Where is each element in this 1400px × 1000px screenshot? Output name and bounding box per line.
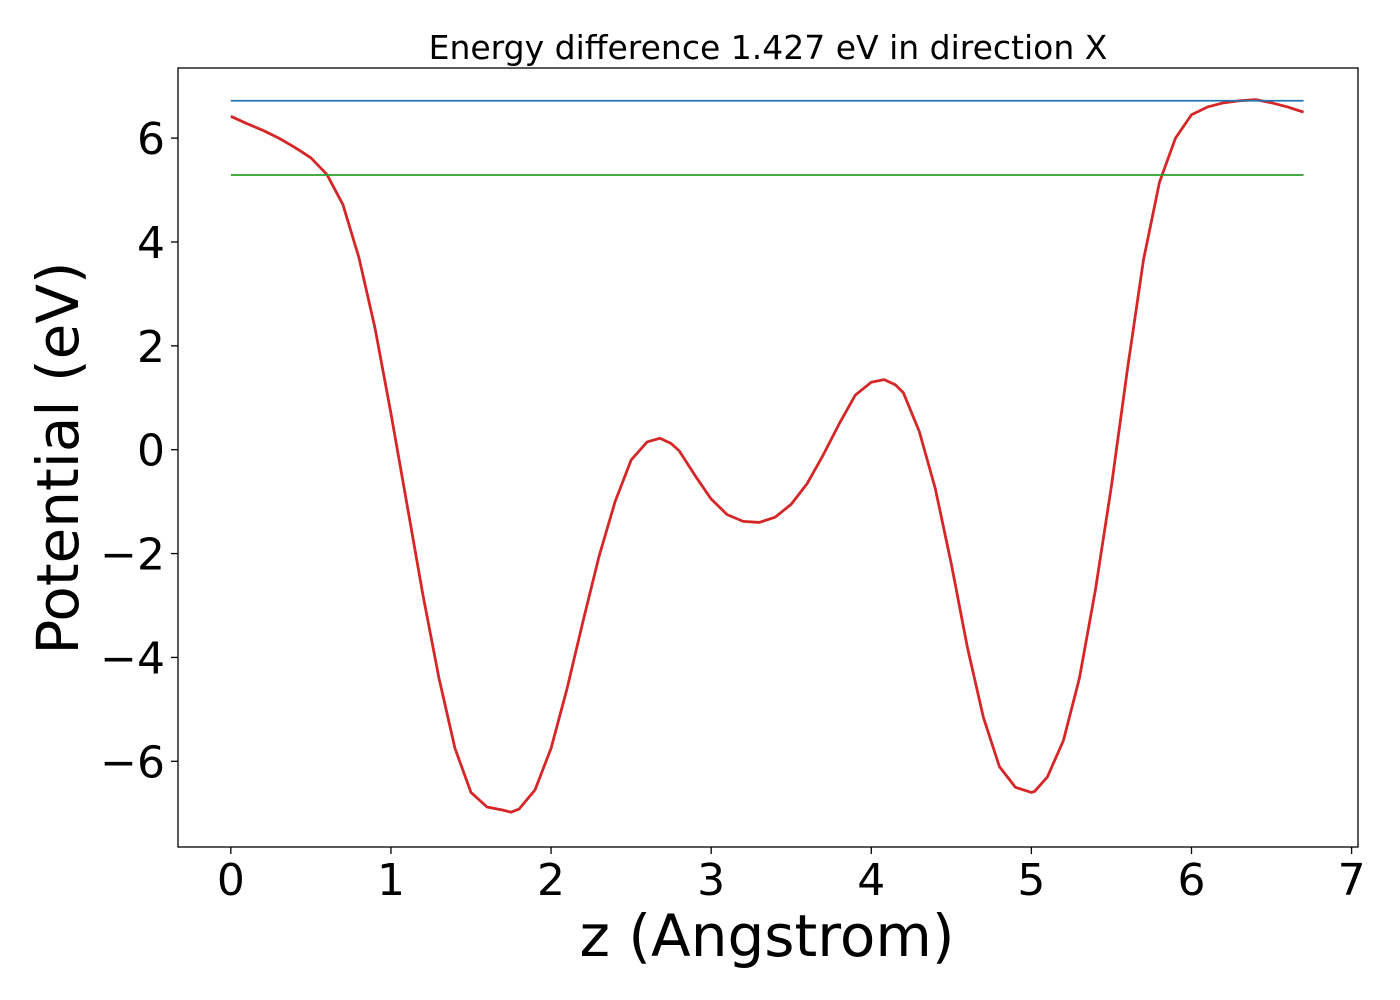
y-tick-label: −4 — [100, 633, 165, 684]
y-tick-label: 0 — [137, 426, 165, 477]
series-layer — [230, 98, 1304, 814]
series-line-1 — [230, 98, 1304, 814]
plot-frame — [177, 67, 1359, 848]
y-tick-label: −2 — [100, 530, 165, 581]
y-tick-label: 6 — [137, 114, 165, 165]
x-tick-label: 2 — [537, 855, 565, 906]
x-axis-label: z (Angstrom) — [580, 902, 955, 970]
y-axis: 6 4 2 0 −2 −4 −6 — [100, 114, 178, 788]
x-tick-label: 5 — [1017, 855, 1045, 906]
x-tick-label: 6 — [1177, 855, 1205, 906]
y-tick-label: 4 — [137, 218, 165, 269]
y-tick-label: −6 — [100, 737, 165, 788]
x-tick-label: 4 — [857, 855, 885, 906]
x-axis: 0 1 2 3 4 5 6 7 — [217, 847, 1366, 906]
y-axis-label: Potential (eV) — [24, 261, 92, 654]
chart-title: Energy difference 1.427 eV in direction … — [429, 28, 1108, 67]
x-tick-label: 0 — [217, 855, 245, 906]
x-tick-label: 3 — [697, 855, 725, 906]
x-tick-label: 1 — [377, 855, 405, 906]
y-tick-label: 2 — [137, 322, 165, 373]
x-tick-label: 7 — [1338, 855, 1366, 906]
